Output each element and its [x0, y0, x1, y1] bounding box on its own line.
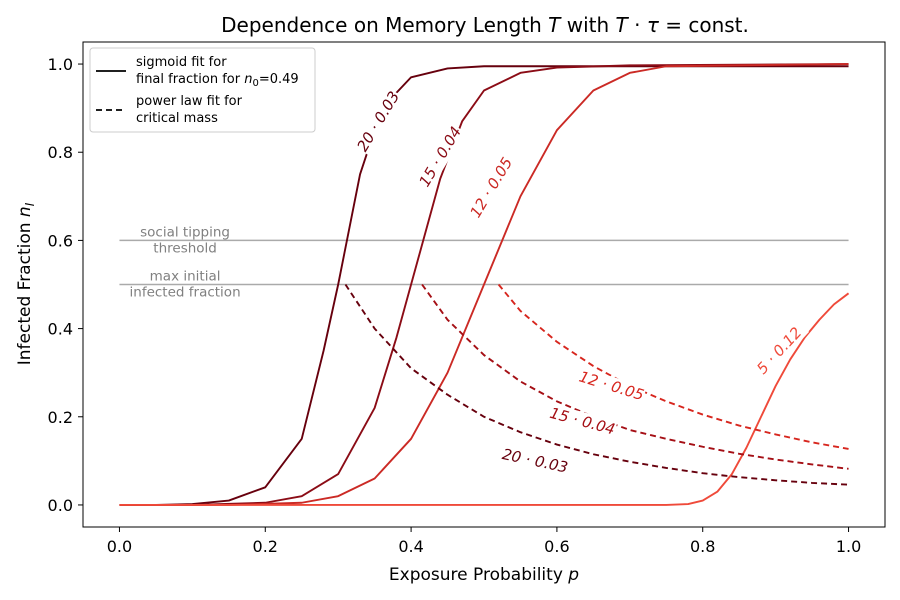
curve-label-bg — [466, 153, 517, 222]
curve-label: 20 · 0.03 — [353, 88, 403, 155]
curve-label-bg — [415, 122, 466, 191]
legend-dashed-line1: power law fit for — [136, 94, 243, 109]
curve-label-bg — [353, 87, 404, 156]
curve-label-bg — [749, 319, 810, 382]
curve-label-bg — [547, 403, 618, 439]
series-line — [421, 283, 849, 470]
y-tick-label: 1.0 — [48, 55, 73, 74]
legend-solid-line2: final fraction for n0=0.49 — [136, 72, 299, 89]
curve-label-bg — [576, 367, 647, 405]
legend-box — [89, 47, 316, 133]
series-line — [119, 63, 849, 506]
x-tick-label: 0.4 — [398, 537, 423, 556]
x-tick-label: 0.0 — [107, 537, 132, 556]
series-line — [119, 63, 849, 506]
y-tick-label: 0.4 — [48, 320, 73, 339]
y-tick-label: 0.0 — [48, 496, 73, 515]
reference-label: social tipping — [140, 224, 230, 240]
legend-dashed-line2: critical mass — [136, 111, 218, 126]
x-tick-label: 0.2 — [253, 537, 278, 556]
curve-label: 15 · 0.04 — [548, 404, 617, 439]
curve-label: 5 · 0.12 — [753, 324, 805, 378]
curve-label-bg — [499, 444, 571, 477]
y-tick-label: 0.2 — [48, 408, 73, 427]
x-tick-label: 0.6 — [544, 537, 569, 556]
chart-title: Dependence on Memory Length T with T · τ… — [221, 13, 749, 37]
x-axis-title: Exposure Probability p — [389, 565, 579, 585]
legend: sigmoid fit for final fraction for n0=0.… — [89, 47, 316, 133]
curve-label: 12 · 0.05 — [577, 368, 646, 405]
legend-solid-line1: sigmoid fit for — [136, 55, 227, 70]
series-line — [119, 65, 849, 506]
series-line — [119, 292, 850, 506]
y-axis-title: Infected Fraction nI — [15, 202, 37, 365]
reference-label: infected fraction — [130, 285, 241, 301]
y-tick-label: 0.6 — [48, 231, 73, 250]
series-line — [497, 283, 849, 450]
curve-label: 20 · 0.03 — [500, 445, 569, 476]
axes: 0.0 0.2 0.4 0.6 0.8 1.0 0.0 0.2 0.4 0.6 0.8 1.0 — [48, 41, 886, 556]
reference-label: max initial — [150, 269, 221, 285]
plot-frame — [82, 41, 886, 528]
reference-label: threshold — [153, 240, 217, 256]
curve-label: 12 · 0.05 — [466, 154, 516, 221]
y-tick-label: 0.8 — [48, 143, 73, 162]
x-tick-label: 1.0 — [836, 537, 861, 556]
x-tick-label: 0.8 — [690, 537, 715, 556]
series-line — [344, 283, 849, 486]
series-layer — [119, 63, 850, 506]
